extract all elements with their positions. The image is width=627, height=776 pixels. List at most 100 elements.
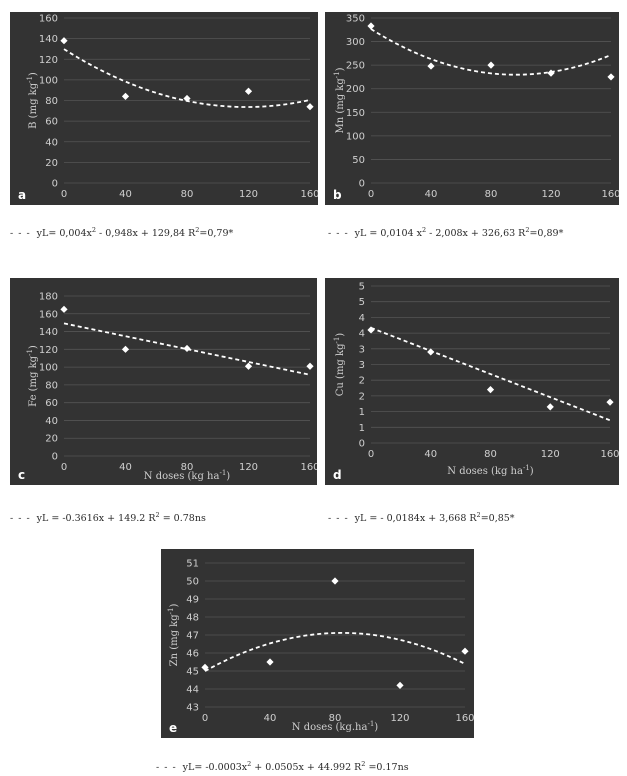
x-tick-label: 80 xyxy=(329,713,342,724)
x-tick-label: 80 xyxy=(484,449,497,460)
x-tick-label: 160 xyxy=(601,189,619,200)
y-tick-label: 2 xyxy=(359,391,365,402)
panel-letter: c xyxy=(18,468,25,482)
x-tick-label: 0 xyxy=(61,462,67,473)
y-tick-label: 3 xyxy=(359,344,365,355)
chart-c-svg: 0 20 40 60 80 100 120 140 160 180 0 40 80 120 160 Fe (m… xyxy=(18,292,317,483)
y-tick-label: 0 xyxy=(52,452,58,463)
x-tick-label: 0 xyxy=(61,189,67,200)
x-tick-label: 160 xyxy=(600,449,619,460)
equation-b-prefix: yL = 0,0104 x xyxy=(354,228,422,240)
trend-line xyxy=(370,28,612,76)
y-tick-label: 120 xyxy=(39,345,58,356)
y-tick-label: 160 xyxy=(39,14,58,25)
superscript: 2 xyxy=(247,760,252,768)
data-point xyxy=(487,61,495,69)
equation-a-prefix: yL= 0,004x xyxy=(36,228,92,240)
equation-a: - - - yL= 0,004x2 - 0,948x + 129,84 R2=0,… xyxy=(10,226,233,239)
y-tick-label: 50 xyxy=(352,155,365,166)
y-tick-label: 140 xyxy=(39,327,58,338)
equation-e-prefix: yL= -0.0003x xyxy=(182,762,248,774)
equation-c-suffix: = 0.78ns xyxy=(159,513,206,525)
y-tick-label: 1 xyxy=(359,407,365,418)
y-tick-label: 200 xyxy=(346,84,365,95)
data-point xyxy=(306,103,314,111)
y-tick-label: 5 xyxy=(359,282,365,293)
y-tick-label: 80 xyxy=(45,96,58,107)
x-tick-label: 80 xyxy=(485,189,498,200)
x-tick-label: 0 xyxy=(368,449,374,460)
x-tick-label: 160 xyxy=(300,462,317,473)
data-point xyxy=(367,326,375,334)
y-tick-label: 160 xyxy=(39,309,58,320)
data-point xyxy=(546,403,554,411)
y-tick-label: 0 xyxy=(359,439,365,450)
chart-panel-a: 0 20 40 60 80 100 120 140 160 0 40 80 120 160 B (mg kg… xyxy=(10,12,318,205)
x-tick-label: 40 xyxy=(424,449,437,460)
y-tick-label: 3 xyxy=(359,360,365,371)
x-axis-label: N doses (kg.ha-1) xyxy=(292,720,378,733)
y-tick-label: 60 xyxy=(45,117,58,128)
y-tick-label: 350 xyxy=(346,14,365,25)
y-tick-label: 120 xyxy=(39,55,58,66)
y-tick-label: 5 xyxy=(359,297,365,308)
trend-dash-symbol: - - - xyxy=(10,228,31,240)
superscript: 2 xyxy=(476,511,481,519)
equation-e-mid: + 0.0505x + 44.992 R xyxy=(251,762,362,774)
x-tick-label: 120 xyxy=(390,713,409,724)
y-tick-label: 2 xyxy=(359,376,365,387)
data-point xyxy=(606,398,614,406)
data-point xyxy=(60,37,68,45)
data-point xyxy=(607,73,615,81)
panel-letter: b xyxy=(333,188,342,202)
data-point xyxy=(121,345,130,353)
y-tick-label: 51 xyxy=(186,559,199,570)
y-tick-label: 1 xyxy=(359,423,365,434)
y-axis-label: Cu (mg kg-1) xyxy=(333,333,346,397)
y-axis-label: B (mg kg-1) xyxy=(26,72,39,129)
chart-panel-d: 0 1 1 2 2 3 3 4 4 5 5 0 40 80 120 160 Cu (mg kg-1) N dose… xyxy=(325,278,619,485)
data-point xyxy=(367,22,375,30)
y-tick-label: 60 xyxy=(45,398,58,409)
x-tick-label: 40 xyxy=(119,189,132,200)
equation-b-suffix: =0,89* xyxy=(529,228,564,240)
x-tick-label: 80 xyxy=(181,189,194,200)
y-axis-label: Fe (mg kg-1) xyxy=(26,345,39,407)
superscript: 2 xyxy=(155,511,160,519)
y-tick-label: 0 xyxy=(359,179,365,190)
chart-panel-c: 0 20 40 60 80 100 120 140 160 180 0 40 80 120 160 Fe (m… xyxy=(10,278,317,485)
panel-letter: a xyxy=(18,188,26,202)
y-tick-label: 44 xyxy=(186,685,199,696)
trend-dash-symbol: - - - xyxy=(156,762,177,774)
y-tick-label: 40 xyxy=(45,416,58,427)
y-tick-label: 140 xyxy=(39,34,58,45)
x-axis-label: N doses (kg ha-1) xyxy=(144,469,230,482)
data-point xyxy=(331,577,339,585)
y-tick-label: 4 xyxy=(359,313,365,324)
x-tick-label: 40 xyxy=(425,189,438,200)
trend-dash-symbol: - - - xyxy=(10,513,31,525)
equation-d-prefix: yL = - 0,0184x + 3,668 R xyxy=(354,513,477,525)
x-tick-label: 40 xyxy=(264,713,277,724)
data-point xyxy=(306,362,314,370)
x-tick-label: 160 xyxy=(455,713,474,724)
superscript: 2 xyxy=(421,226,427,234)
data-point xyxy=(396,681,404,689)
y-tick-label: 100 xyxy=(39,363,58,374)
y-axis-label: Zn (mg kg-1) xyxy=(167,604,180,667)
x-tick-label: 40 xyxy=(119,462,132,473)
y-tick-label: 20 xyxy=(45,434,58,445)
y-tick-label: 150 xyxy=(346,108,365,119)
y-axis-label: Mn (mg kg-1) xyxy=(333,67,346,133)
trend-line xyxy=(370,326,611,422)
data-point xyxy=(60,305,68,313)
equation-c-prefix: yL = -0.3616x + 149.2 R xyxy=(36,513,156,525)
equation-d: - - - yL = - 0,0184x + 3,668 R2=0,85* xyxy=(328,511,515,524)
trend-dash-symbol: - - - xyxy=(328,228,349,240)
y-tick-label: 300 xyxy=(346,37,365,48)
data-point xyxy=(121,92,130,100)
data-point xyxy=(244,87,253,95)
equation-b: - - - yL = 0,0104 x2 - 2,008x + 326,63 R2… xyxy=(328,226,563,239)
y-tick-label: 0 xyxy=(52,179,58,190)
superscript: 2 xyxy=(91,226,97,234)
